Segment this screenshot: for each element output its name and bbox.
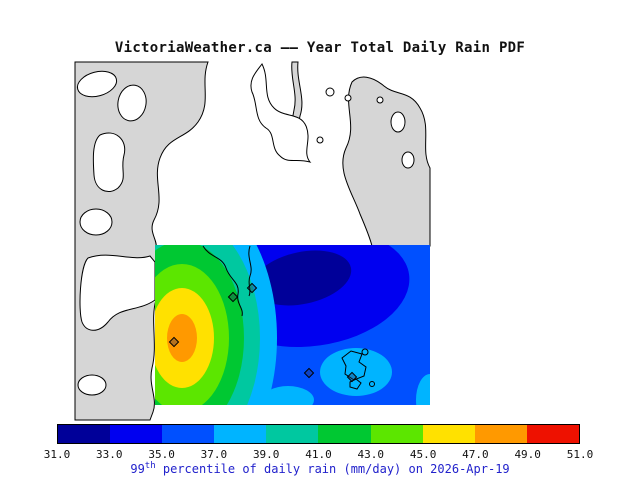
colorbar-segment [110, 425, 163, 443]
island [79, 208, 113, 236]
colorbar-tick-label: 39.0 [252, 448, 280, 461]
colorbar-segment [162, 425, 215, 443]
colorbar-tick-label: 41.0 [305, 448, 332, 461]
caption-superscript: th [144, 461, 156, 471]
station-marker [246, 282, 258, 294]
islet [344, 94, 352, 102]
station-marker [303, 367, 315, 379]
station-marker [346, 371, 358, 383]
colorbar [57, 424, 580, 444]
sea-region-east [342, 76, 431, 247]
colorbar-tick-label: 33.0 [96, 448, 123, 461]
caption-text: percentile of daily rain (mm/day) on 202… [155, 462, 510, 476]
land-wedge-southwest [79, 254, 156, 331]
islet [401, 151, 415, 169]
colorbar-segment [370, 425, 423, 443]
caption-number: 99 [130, 462, 145, 476]
colorbar-segment [526, 425, 579, 443]
islet [316, 136, 324, 144]
contour-patch-cyan-east [416, 374, 430, 405]
coastline-harbour [202, 245, 243, 317]
station-markers [168, 282, 358, 383]
colorbar-segment [266, 425, 319, 443]
island [77, 374, 107, 396]
colorbar-tick-label: 47.0 [462, 448, 489, 461]
islet-outline [349, 378, 362, 390]
island [76, 70, 118, 98]
colorbar-tick-label: 49.0 [514, 448, 541, 461]
colorbar-tick-label: 43.0 [357, 448, 385, 461]
islet-outline [361, 348, 369, 356]
islet [325, 87, 335, 97]
island-outline [341, 350, 367, 381]
caption: 99th percentile of daily rain (mm/day) o… [0, 461, 640, 476]
colorbar-segment [474, 425, 527, 443]
peninsula-outline [250, 63, 312, 163]
colorbar-segment [58, 425, 111, 443]
contour-patch-cyan-south [262, 386, 314, 405]
station-marker [227, 291, 239, 303]
contour-low-center [252, 250, 352, 306]
colorbar-tick-label: 51.0 [566, 448, 594, 461]
colorbar-tick-label: 45.0 [409, 448, 437, 461]
colorbar-tick-label: 31.0 [43, 448, 71, 461]
islet [376, 96, 384, 104]
page-title: VictoriaWeather.ca —— Year Total Daily R… [114, 40, 526, 56]
colorbar-segment [318, 425, 371, 443]
colorbar-tick-label: 37.0 [200, 448, 228, 461]
station-marker [168, 336, 180, 348]
islet-outline [369, 381, 375, 387]
island [117, 84, 147, 122]
colorbar-tick-labels: 31.0 33.0 35.0 37.0 39.0 41.0 43.0 45.0 47.0 49.0… [44, 448, 594, 461]
colorbar-segment [214, 425, 267, 443]
island [92, 132, 126, 192]
islet [390, 111, 406, 133]
colorbar-tick-label: 35.0 [148, 448, 175, 461]
contour-field [155, 245, 430, 405]
contour-high-center [167, 314, 197, 362]
colorbar-segment [422, 425, 475, 443]
